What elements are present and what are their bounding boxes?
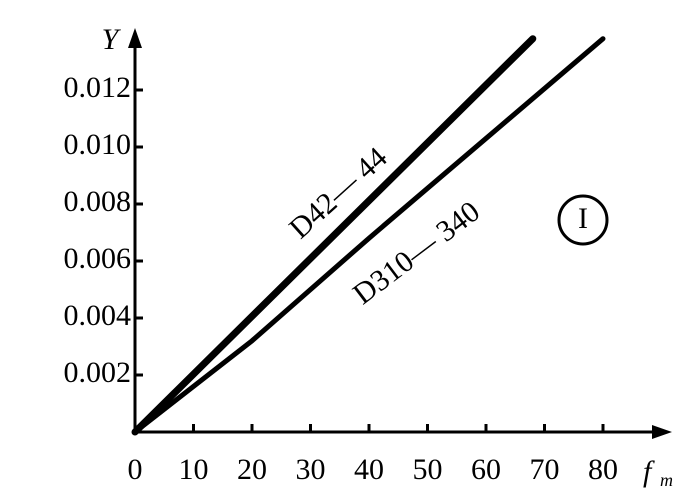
series-label: D310— 340 (347, 195, 486, 311)
series-line (132, 36, 606, 435)
y-tick-label: 0.010 (64, 128, 132, 161)
y-tick-label: 0.004 (64, 299, 132, 332)
x-tick-label: 20 (237, 453, 267, 486)
x-arrow (652, 425, 672, 439)
y-tick-label: 0.012 (64, 71, 132, 104)
y-tick-label: 0.006 (64, 242, 132, 275)
x-tick-label: 50 (413, 453, 443, 486)
x-tick-label: 0 (128, 453, 143, 486)
series-line (131, 35, 537, 436)
y-arrow (128, 28, 142, 48)
x-tick-label: 60 (471, 453, 501, 486)
x-tick-label: 30 (296, 453, 326, 486)
x-label-sub: m (660, 470, 673, 490)
y-tick-label: 0.002 (64, 356, 132, 389)
x-tick-label: 40 (354, 453, 384, 486)
annotation: I (578, 202, 588, 235)
y-label: Y (102, 23, 122, 56)
x-label: f (643, 455, 655, 488)
x-tick-label: 70 (530, 453, 560, 486)
annotation-circle (557, 194, 609, 246)
x-tick-label: 80 (588, 453, 618, 486)
y-tick-label: 0.008 (64, 185, 132, 218)
x-tick-label: 10 (179, 453, 209, 486)
